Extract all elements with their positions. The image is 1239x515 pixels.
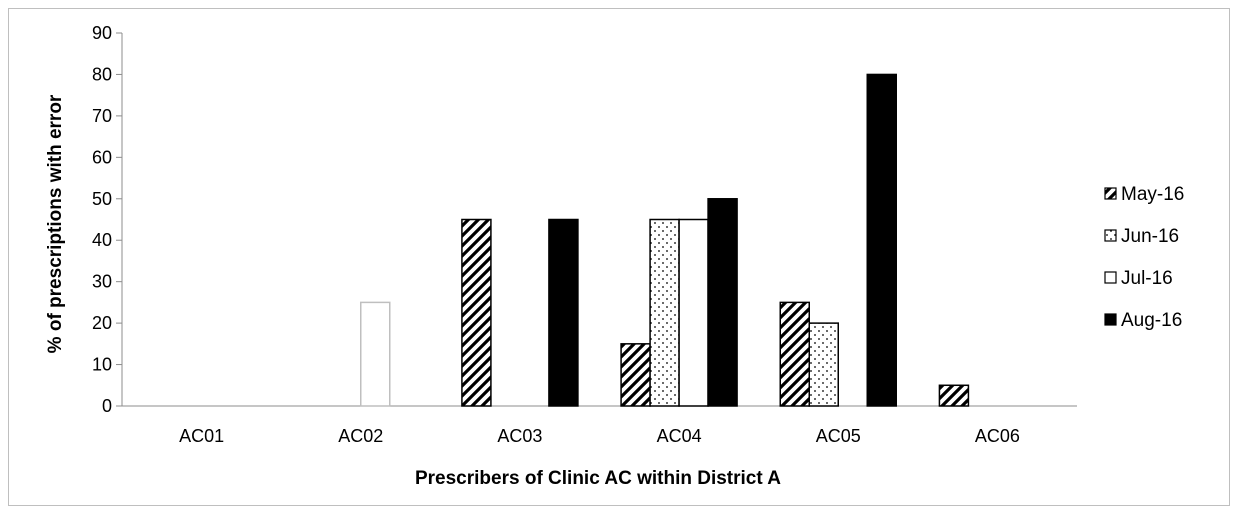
- legend-label-jul-16: Jul-16: [1121, 268, 1173, 289]
- x-tick-label: AC04: [657, 426, 702, 446]
- y-tick-label: 10: [92, 355, 112, 375]
- x-tick-label: AC06: [975, 426, 1020, 446]
- bar-aug-16-ac05: [866, 73, 897, 407]
- x-tick-label: AC02: [338, 426, 383, 446]
- legend: May-16 Jun-16 Jul-16 Aug-16: [1104, 184, 1184, 331]
- bar-jun-16-ac04: [649, 218, 680, 407]
- legend-swatch-jul-16: [1104, 271, 1117, 284]
- legend-label-may-16: May-16: [1121, 184, 1184, 205]
- y-axis-title: % of prescriptions with error: [45, 94, 66, 353]
- y-tick-label: 50: [92, 189, 112, 209]
- y-axis: 0 10 20 30 40 50 60 70 80 90: [92, 23, 123, 416]
- legend-swatch-may-16: [1104, 187, 1117, 200]
- y-tick-label: 30: [92, 272, 112, 292]
- y-tick-label: 90: [92, 23, 112, 43]
- bars: [360, 73, 970, 407]
- x-tick-label: AC01: [179, 426, 224, 446]
- x-tick-label: AC05: [816, 426, 861, 446]
- bar-chart: 0 10 20 30 40 50 60 70 80 90 AC01 AC02 AC03 AC04 AC05…: [45, 23, 1184, 489]
- y-tick-label: 80: [92, 64, 112, 84]
- legend-label-aug-16: Aug-16: [1121, 310, 1182, 331]
- y-tick-label: 60: [92, 147, 112, 167]
- legend-swatch-aug-16: [1104, 313, 1117, 326]
- bar-aug-16-ac03: [548, 218, 579, 407]
- legend-swatch-jun-16: [1104, 229, 1117, 242]
- y-tick-label: 0: [102, 396, 112, 416]
- y-tick-label: 40: [92, 230, 112, 250]
- bar-may-16-ac03: [461, 218, 492, 407]
- bar-jul-16-ac02: [360, 301, 391, 407]
- bar-may-16-ac04: [620, 343, 651, 407]
- bar-jun-16-ac05: [808, 322, 839, 407]
- bar-jul-16-ac04: [678, 218, 709, 407]
- bar-aug-16-ac04: [707, 198, 738, 407]
- x-tick-label: AC03: [497, 426, 542, 446]
- x-axis: AC01 AC02 AC03 AC04 AC05 AC06: [122, 405, 1077, 446]
- x-axis-title: Prescribers of Clinic AC within District…: [415, 468, 781, 489]
- bar-may-16-ac06: [938, 384, 970, 407]
- chart-frame: 0 10 20 30 40 50 60 70 80 90 AC01 AC02 AC03 AC04 AC05…: [8, 8, 1230, 506]
- bar-may-16-ac05: [779, 301, 810, 407]
- legend-label-jun-16: Jun-16: [1121, 226, 1179, 247]
- y-tick-label: 70: [92, 106, 112, 126]
- y-tick-label: 20: [92, 313, 112, 333]
